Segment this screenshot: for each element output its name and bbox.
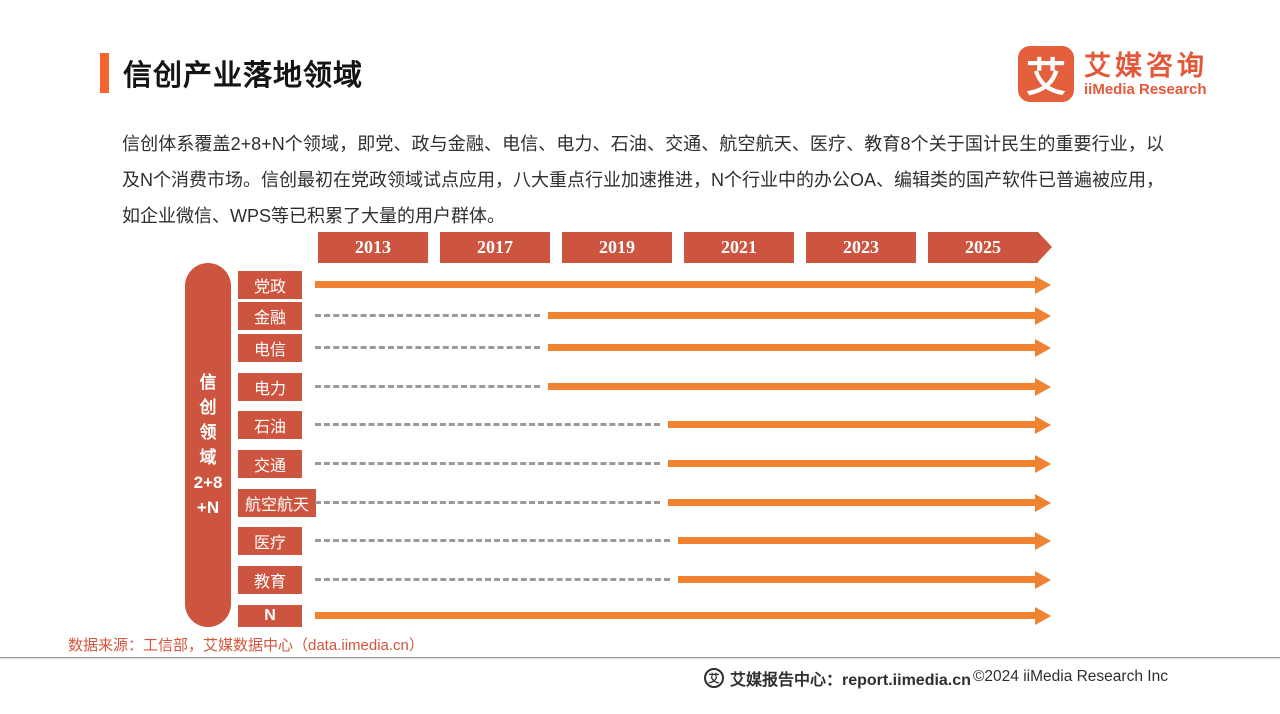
- sector-label-6: 交通: [238, 450, 302, 478]
- pre-adoption-dash: [315, 501, 660, 504]
- adoption-arrow-tip: [1035, 276, 1051, 294]
- adoption-arrow-tip: [1035, 571, 1051, 589]
- adoption-arrow: [548, 312, 1035, 319]
- adoption-arrow: [668, 460, 1035, 467]
- pre-adoption-dash: [315, 314, 540, 317]
- adoption-arrow-tip: [1035, 378, 1051, 396]
- adoption-arrow: [548, 344, 1035, 351]
- footer-report-text: 艾媒报告中心：report.iimedia.cn: [730, 672, 971, 689]
- intro-paragraph: 信创体系覆盖2+8+N个领域，即党、政与金融、电信、电力、石油、交通、航空航天、…: [122, 134, 1164, 226]
- year-block-2021: 2021: [684, 232, 794, 263]
- sector-label-4: 电力: [238, 373, 302, 401]
- pre-adoption-dash: [315, 346, 540, 349]
- adoption-arrow-tip: [1035, 607, 1051, 625]
- adoption-arrow: [678, 576, 1035, 583]
- sector-label-2: 金融: [238, 302, 302, 330]
- iimedia-logo-icon: 艾: [1018, 46, 1074, 102]
- axis-label-xinchuang-2-8-n: 信创领域 2+8 +N: [185, 263, 231, 627]
- year-block-2013: 2013: [318, 232, 428, 263]
- year-block-2019: 2019: [562, 232, 672, 263]
- logo-text: 艾媒咨询 iiMedia Research: [1084, 51, 1208, 98]
- page-header: 信创产业落地领域: [100, 52, 363, 94]
- adoption-arrow-tip: [1035, 494, 1051, 512]
- year-header-arrow-tip: [1038, 232, 1052, 262]
- pre-adoption-dash: [315, 578, 670, 581]
- pre-adoption-dash: [315, 462, 660, 465]
- adoption-arrow-tip: [1035, 532, 1051, 550]
- adoption-arrow-tip: [1035, 455, 1051, 473]
- year-block-2023: 2023: [806, 232, 916, 263]
- axis-label-line: 域: [199, 448, 217, 467]
- year-block-2017: 2017: [440, 232, 550, 263]
- axis-label-line: 创: [199, 398, 217, 417]
- adoption-arrow-tip: [1035, 307, 1051, 325]
- pre-adoption-dash: [315, 539, 670, 542]
- sector-label-9: 教育: [238, 566, 302, 594]
- data-source-note: 数据来源：工信部，艾媒数据中心（data.iimedia.cn）: [68, 637, 424, 654]
- iimedia-logo: 艾 艾媒咨询 iiMedia Research: [1018, 46, 1208, 102]
- adoption-arrow: [668, 421, 1035, 428]
- axis-label-line: +N: [196, 498, 220, 517]
- axis-label-line: 2+8: [193, 473, 223, 492]
- year-block-2025: 2025: [928, 232, 1038, 263]
- sector-label-8: 医疗: [238, 527, 302, 555]
- footer-divider: [0, 657, 1280, 658]
- timeline-chart: 2013 2017 2019 2021 2023 2025 信创领域 2+8 +N 党政金融电信电…: [185, 232, 1065, 642]
- pre-adoption-dash: [315, 423, 660, 426]
- adoption-arrow-tip: [1035, 339, 1051, 357]
- page-title: 信创产业落地领域: [123, 60, 364, 92]
- sector-label-7: 航空航天: [238, 489, 316, 517]
- adoption-arrow: [315, 612, 1035, 619]
- title-accent-bar: [100, 53, 109, 93]
- adoption-arrow: [315, 281, 1035, 288]
- axis-label-line: 领: [199, 423, 217, 442]
- adoption-arrow: [548, 383, 1035, 390]
- sector-label-10: N: [238, 605, 302, 627]
- copyright-text: ©2024 iiMedia Research Inc: [973, 668, 1168, 685]
- adoption-arrow: [678, 537, 1035, 544]
- logo-name-cn: 艾媒咨询: [1084, 50, 1208, 81]
- sector-label-5: 石油: [238, 411, 302, 439]
- sector-label-1: 党政: [238, 271, 302, 299]
- footer-report-center: 艾 艾媒报告中心：report.iimedia.cn: [704, 666, 971, 690]
- axis-label-line: 信: [199, 373, 217, 392]
- adoption-arrow-tip: [1035, 416, 1051, 434]
- adoption-arrow: [668, 499, 1035, 506]
- logo-name-en: iiMedia Research: [1084, 80, 1207, 98]
- pre-adoption-dash: [315, 385, 540, 388]
- sector-label-3: 电信: [238, 334, 302, 362]
- globe-icon: 艾: [704, 668, 724, 688]
